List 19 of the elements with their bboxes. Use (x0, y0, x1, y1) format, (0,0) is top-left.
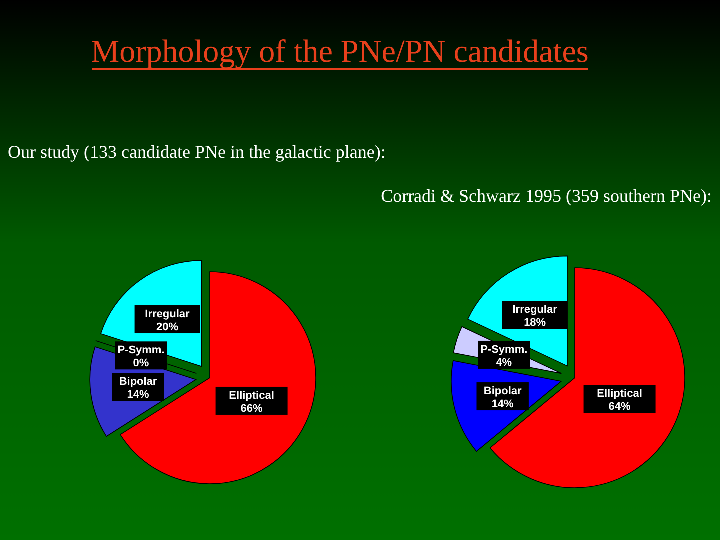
data-label: 20% (156, 322, 179, 334)
text: 0% (133, 358, 150, 370)
data-label: 14% (127, 389, 150, 402)
category-label: P-Symm. (118, 344, 165, 357)
data-label: 66% (240, 402, 264, 415)
chart-subtitle: Corradi & Schwarz 1995 (359 southern PNe): (381, 186, 712, 206)
data-label: 18% (524, 317, 546, 330)
slice-label: Irregular (512, 304, 558, 316)
slice-label: Elliptical (229, 390, 274, 402)
slice-label: Bipolar (484, 386, 522, 398)
chart-title: Morphology of the PNe/PN candidates (91, 33, 589, 69)
slice-label: Elliptical (597, 388, 642, 400)
data-label: 4% (496, 356, 512, 369)
slice-label: P-Symm. (480, 344, 528, 356)
chart-subtitle: Our study (133 candidate PNe in the galactic plane): (8, 142, 386, 162)
slice-label: Irregular (145, 308, 191, 321)
data-label: 64% (608, 401, 632, 414)
slice-label: Bipolar (119, 376, 158, 388)
data-label: 14% (492, 398, 514, 411)
